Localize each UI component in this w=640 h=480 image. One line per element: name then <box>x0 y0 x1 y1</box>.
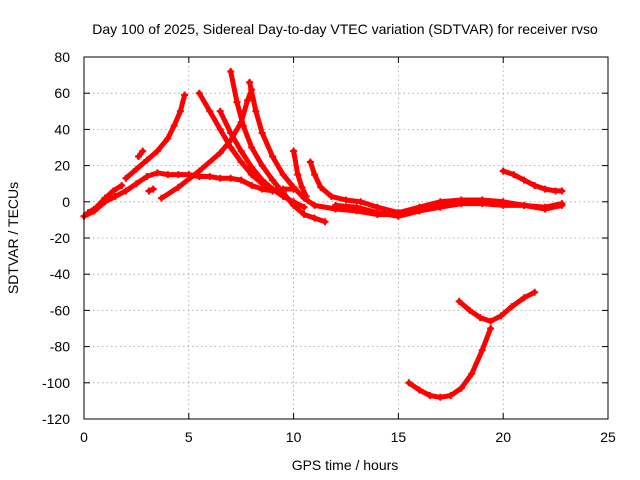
x-tick-label: 25 <box>600 429 616 445</box>
y-tick-label: 80 <box>54 49 70 65</box>
x-tick-label: 15 <box>391 429 407 445</box>
x-axis-title: GPS time / hours <box>292 457 399 473</box>
y-tick-label: -80 <box>50 339 70 355</box>
y-tick-label: 20 <box>54 158 70 174</box>
x-tick-label: 20 <box>495 429 511 445</box>
sdtvar-chart: Day 100 of 2025, Sidereal Day-to-day VTE… <box>0 0 640 480</box>
y-tick-label: 0 <box>62 194 70 210</box>
x-tick-label: 10 <box>286 429 302 445</box>
y-tick-label: -40 <box>50 266 70 282</box>
y-tick-label: 60 <box>54 85 70 101</box>
x-tick-label: 5 <box>185 429 193 445</box>
y-tick-label: -120 <box>42 411 70 427</box>
y-axis-title: SDTVAR / TECUs <box>5 182 21 294</box>
y-tick-label: 40 <box>54 121 70 137</box>
chart-background <box>0 0 640 480</box>
y-tick-label: -60 <box>50 302 70 318</box>
chart-title: Day 100 of 2025, Sidereal Day-to-day VTE… <box>92 21 598 37</box>
x-tick-label: 0 <box>80 429 88 445</box>
y-tick-label: -100 <box>42 375 70 391</box>
y-tick-label: -20 <box>50 230 70 246</box>
